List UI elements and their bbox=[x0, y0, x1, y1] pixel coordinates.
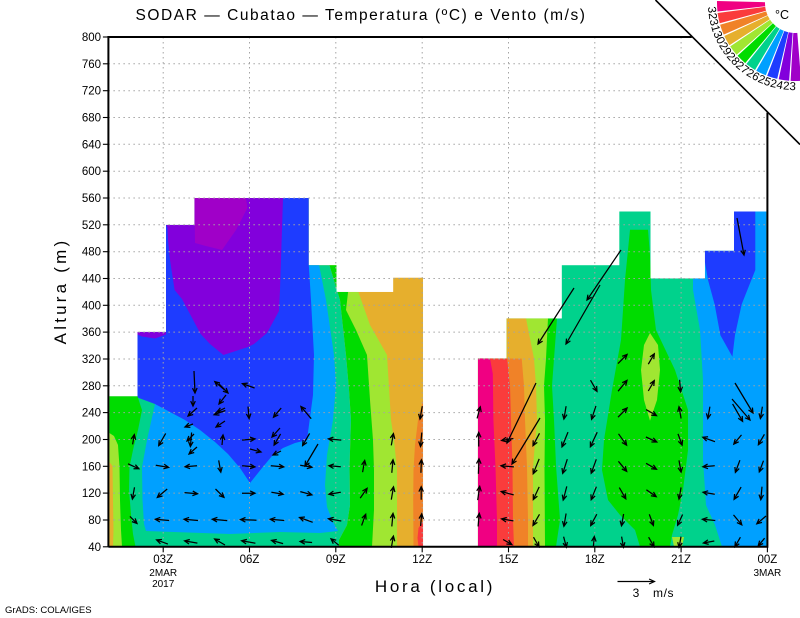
svg-text:Hora (local): Hora (local) bbox=[375, 577, 495, 596]
svg-text:560: 560 bbox=[82, 193, 101, 205]
svg-text:Altura (m): Altura (m) bbox=[51, 238, 70, 345]
svg-text:26: 26 bbox=[744, 67, 761, 84]
svg-text:25: 25 bbox=[756, 73, 772, 89]
svg-text:06Z: 06Z bbox=[240, 554, 260, 566]
svg-text:31: 31 bbox=[707, 18, 722, 34]
svg-text:800: 800 bbox=[82, 32, 101, 44]
svg-text:400: 400 bbox=[82, 300, 101, 312]
svg-text:15Z: 15Z bbox=[499, 554, 519, 566]
svg-text:03Z: 03Z bbox=[153, 554, 173, 566]
svg-text:23: 23 bbox=[783, 80, 797, 93]
svg-text:3: 3 bbox=[633, 586, 640, 600]
svg-text:2017: 2017 bbox=[152, 579, 175, 590]
svg-text:SODAR — Cubatao — Temperatura: SODAR — Cubatao — Temperatura (ºC) e Ven… bbox=[135, 7, 586, 24]
svg-text:280: 280 bbox=[82, 381, 101, 393]
svg-text:760: 760 bbox=[82, 59, 101, 71]
svg-text:200: 200 bbox=[82, 435, 101, 447]
svg-text:32: 32 bbox=[705, 6, 718, 20]
svg-text:12Z: 12Z bbox=[412, 554, 432, 566]
svg-text:80: 80 bbox=[88, 515, 101, 527]
svg-text:440: 440 bbox=[82, 274, 101, 286]
svg-text:120: 120 bbox=[82, 488, 101, 500]
svg-text:480: 480 bbox=[82, 247, 101, 259]
svg-text:40: 40 bbox=[88, 542, 101, 554]
svg-text:GrADS: COLA/IGES: GrADS: COLA/IGES bbox=[5, 605, 92, 616]
svg-text:29: 29 bbox=[716, 40, 733, 57]
svg-text:24: 24 bbox=[769, 78, 785, 93]
svg-text:3MAR: 3MAR bbox=[754, 568, 782, 579]
svg-text:240: 240 bbox=[82, 408, 101, 420]
svg-text:2MAR: 2MAR bbox=[149, 568, 177, 579]
svg-text:m/s: m/s bbox=[653, 586, 674, 600]
svg-text:°C: °C bbox=[775, 8, 789, 22]
svg-text:520: 520 bbox=[82, 220, 101, 232]
svg-text:640: 640 bbox=[82, 139, 101, 151]
svg-text:30: 30 bbox=[710, 30, 726, 47]
svg-text:00Z: 00Z bbox=[757, 554, 777, 566]
svg-text:360: 360 bbox=[82, 327, 101, 339]
svg-text:09Z: 09Z bbox=[326, 554, 346, 566]
svg-text:160: 160 bbox=[82, 461, 101, 473]
svg-text:18Z: 18Z bbox=[585, 554, 605, 566]
svg-text:600: 600 bbox=[82, 166, 101, 178]
svg-text:680: 680 bbox=[82, 113, 101, 125]
svg-text:720: 720 bbox=[82, 86, 101, 98]
svg-text:21Z: 21Z bbox=[671, 554, 691, 566]
svg-text:320: 320 bbox=[82, 354, 101, 366]
